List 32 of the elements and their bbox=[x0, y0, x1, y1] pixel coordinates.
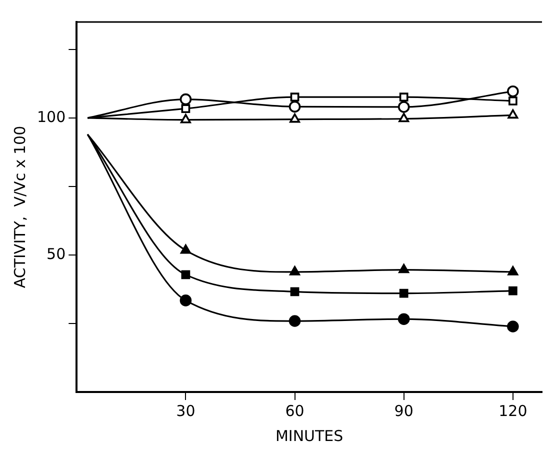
x-tick-label: 30 bbox=[176, 402, 196, 420]
point bbox=[181, 270, 190, 280]
point bbox=[181, 104, 190, 114]
point bbox=[507, 320, 519, 332]
x-tick-label: 60 bbox=[285, 402, 304, 420]
point bbox=[290, 92, 300, 102]
point bbox=[398, 313, 410, 325]
point bbox=[180, 93, 192, 106]
y-axis-title: ACTIVITY, V/Vc x 100 bbox=[10, 126, 29, 288]
point bbox=[399, 92, 408, 102]
point bbox=[508, 286, 518, 296]
x-tick-label: 120 bbox=[498, 402, 528, 420]
y-tick-label: 50 bbox=[46, 244, 66, 263]
point bbox=[288, 100, 301, 113]
point bbox=[288, 315, 301, 327]
point bbox=[507, 85, 519, 98]
point bbox=[290, 287, 300, 296]
point bbox=[508, 109, 518, 119]
point bbox=[290, 113, 300, 123]
x-axis-title: MINUTES bbox=[275, 426, 344, 445]
x-tick-label: 90 bbox=[394, 402, 414, 420]
point bbox=[180, 294, 192, 306]
point bbox=[398, 264, 410, 274]
point bbox=[508, 96, 518, 106]
point bbox=[180, 114, 191, 124]
y-tick-label: 100 bbox=[36, 108, 66, 126]
point bbox=[398, 101, 410, 113]
point bbox=[399, 288, 408, 298]
point bbox=[508, 266, 518, 276]
point bbox=[180, 244, 191, 254]
point bbox=[398, 112, 410, 122]
point bbox=[290, 266, 300, 276]
